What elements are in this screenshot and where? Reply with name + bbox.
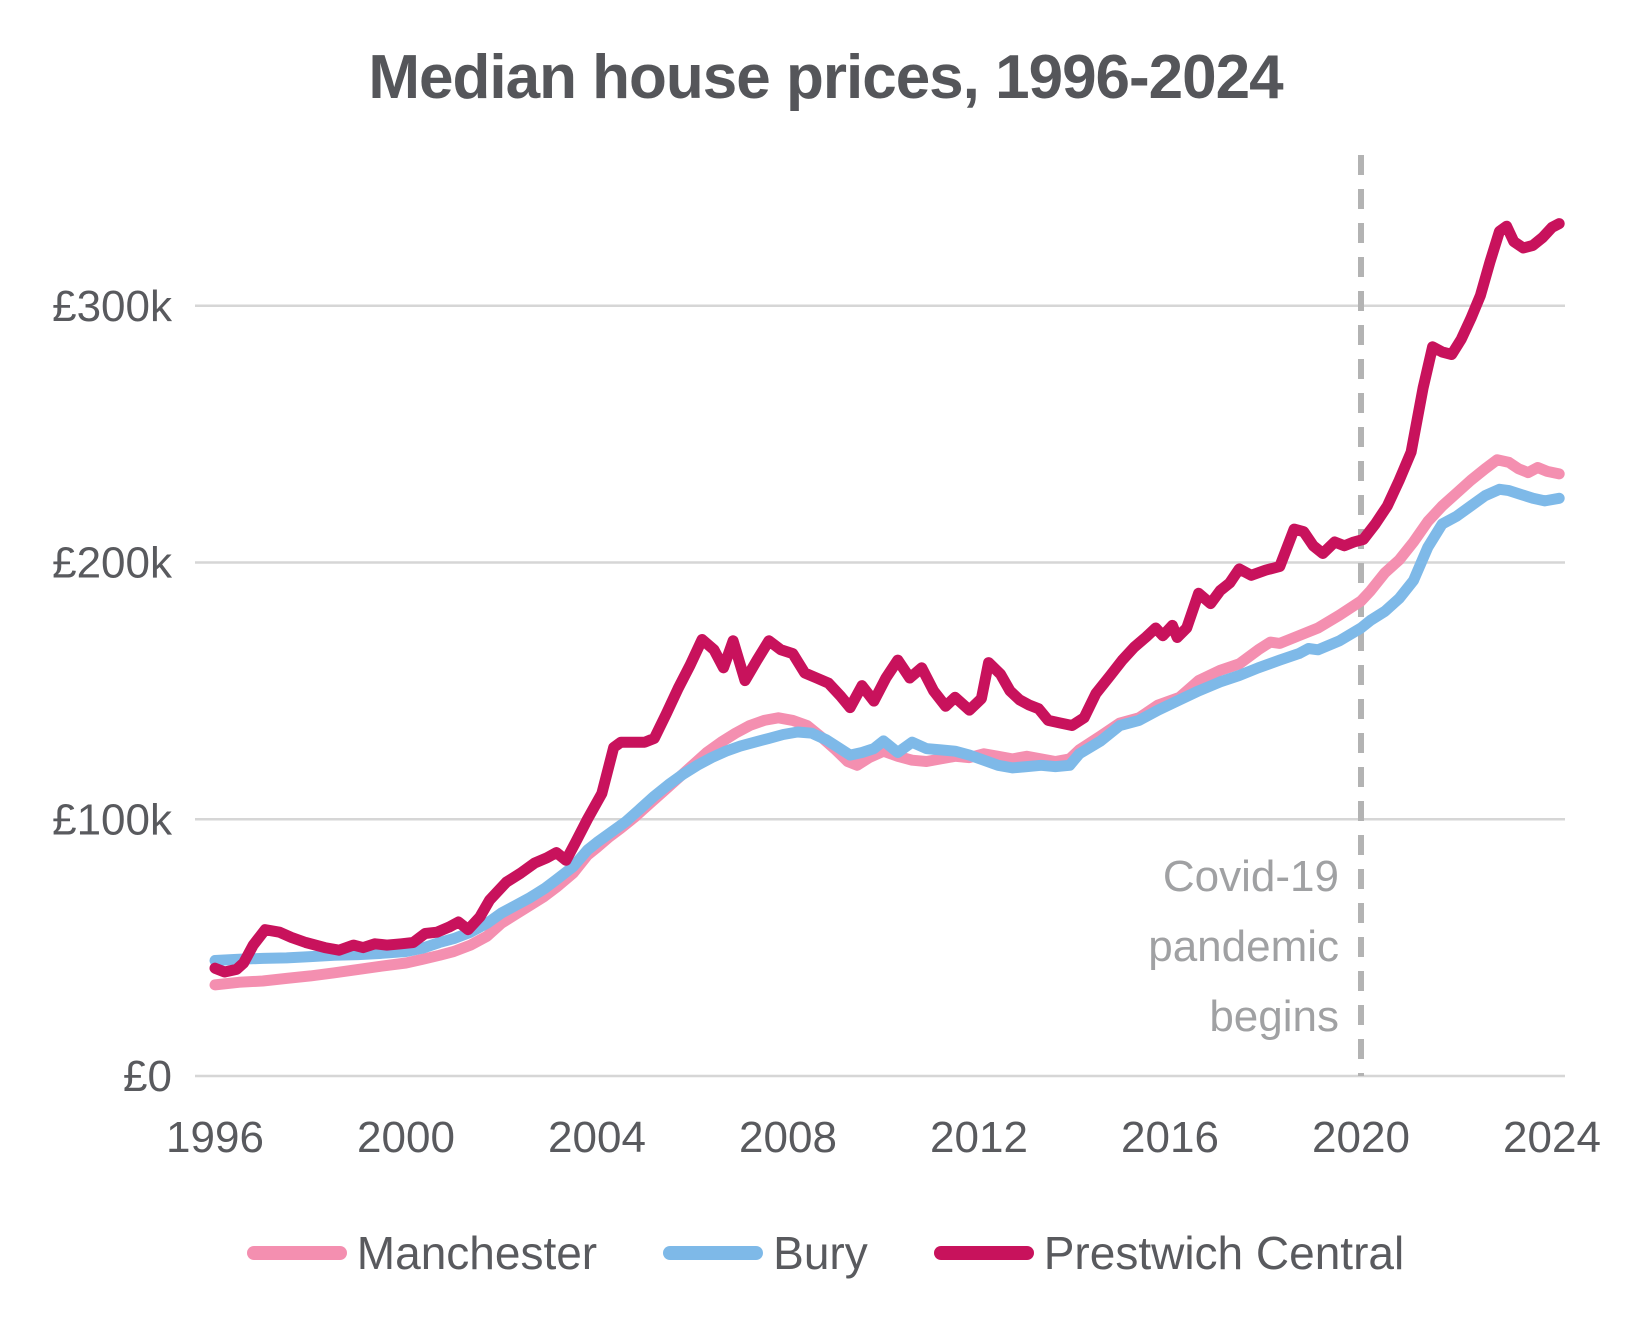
legend-item-prestwich: Prestwich Central [933,1226,1405,1280]
x-axis-tick-label: 2020 [1312,1113,1410,1162]
series-line-bury [209,483,1565,966]
x-axis-tick-label: 2000 [357,1113,455,1162]
x-axis-tick-label: 2024 [1503,1113,1601,1162]
x-axis-tick-label: 1996 [166,1113,264,1162]
y-axis-tick-label: £300k [52,282,173,331]
y-axis-tick-label: £100k [52,795,173,844]
y-axis-tick-label: £0 [123,1052,172,1101]
series-line-manchester [209,454,1565,991]
x-axis-tick-label: 2004 [548,1113,646,1162]
x-axis-tick-label: 2008 [739,1113,837,1162]
legend: Manchester Bury Prestwich Central [0,1226,1651,1280]
y-axis-tick-label: £200k [52,539,173,588]
covid-annotation-line: pandemic [1148,922,1339,971]
prestwich-line-swatch [933,1246,1034,1260]
legend-item-manchester: Manchester [246,1226,598,1280]
covid-annotation-line: Covid-19 [1162,852,1339,901]
legend-label: Manchester [356,1227,598,1279]
covid-annotation-line: begins [1209,992,1339,1041]
covid-annotation: Covid-19 pandemic begins [1148,842,1339,1052]
x-axis-tick-label: 2012 [930,1113,1028,1162]
x-axis-tick-label: 2016 [1121,1113,1219,1162]
manchester-line-swatch [246,1246,347,1260]
legend-item-bury: Bury [663,1226,868,1280]
series-line-prestwich-central [209,218,1565,978]
legend-label: Bury [773,1227,868,1279]
chart-title: Median house prices, 1996-2024 [368,43,1283,112]
legend-label: Prestwich Central [1043,1227,1405,1279]
bury-line-swatch [663,1246,764,1260]
